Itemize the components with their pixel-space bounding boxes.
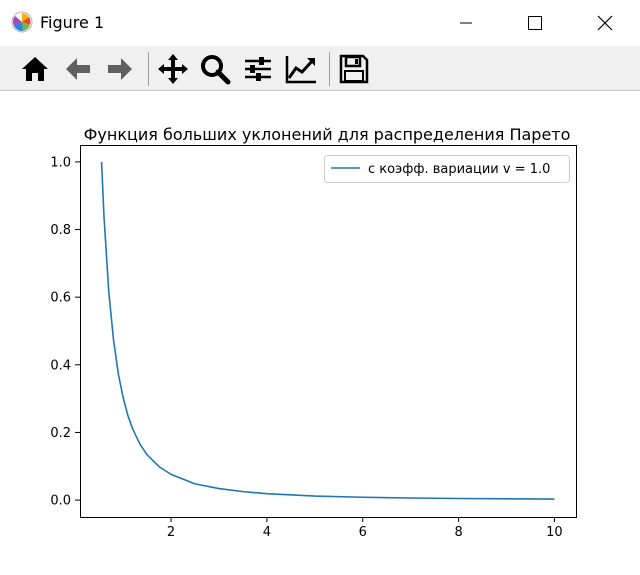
x-tick-label: 4 [263, 525, 271, 540]
legend-label: с коэфф. вариации v = 1.0 [368, 162, 550, 177]
close-button[interactable] [582, 0, 628, 46]
configure-subplots-icon [245, 57, 271, 81]
window-title: Figure 1 [40, 13, 105, 32]
maximize-icon [528, 16, 542, 30]
minimize-button[interactable] [443, 0, 489, 46]
zoom-icon [201, 55, 231, 85]
back-button[interactable] [61, 52, 95, 86]
series-layer [100, 161, 555, 500]
series-line [100, 161, 555, 500]
navigation-toolbar [0, 46, 640, 91]
plot-area [80, 145, 577, 518]
y-tick-label: 0.6 [50, 291, 71, 306]
y-tick-label: 1.0 [50, 155, 71, 170]
configure-subplots-button[interactable] [241, 52, 275, 86]
x-tick-label: 8 [454, 525, 462, 540]
line-chart: Функция больших уклонений для распределе… [50, 125, 577, 540]
x-tick-label: 6 [359, 525, 367, 540]
toolbar-separator [329, 52, 330, 86]
back-icon [66, 58, 90, 80]
chart-title: Функция больших уклонений для распределе… [84, 125, 571, 144]
close-icon [597, 15, 613, 31]
figure-canvas[interactable]: Функция больших уклонений для распределе… [0, 91, 640, 571]
zoom-button[interactable] [198, 52, 232, 86]
home-icon [22, 57, 48, 81]
y-axis: 0.0 0.2 0.4 0.6 0.8 1.0 [50, 155, 80, 509]
edit-axis-icon [285, 56, 316, 84]
y-tick-label: 0.2 [50, 426, 71, 441]
y-tick-label: 0.4 [50, 358, 71, 373]
forward-icon [108, 58, 132, 80]
forward-button[interactable] [103, 52, 137, 86]
toolbar-separator [148, 52, 149, 86]
matplotlib-logo-icon [11, 11, 33, 33]
save-icon [339, 54, 369, 84]
x-tick-label: 10 [546, 525, 563, 540]
home-button[interactable] [18, 52, 52, 86]
pan-button[interactable] [156, 52, 190, 86]
title-bar: Figure 1 [0, 0, 640, 46]
edit-axis-button[interactable] [284, 52, 318, 86]
x-axis: 2 4 6 8 10 [167, 517, 563, 540]
x-tick-label: 2 [167, 525, 175, 540]
legend: с коэфф. вариации v = 1.0 [324, 155, 570, 183]
legend-box [324, 155, 570, 183]
pan-icon [158, 54, 188, 84]
maximize-button[interactable] [512, 0, 558, 46]
save-button[interactable] [337, 52, 371, 86]
y-tick-label: 0.0 [50, 494, 71, 509]
minimize-icon [460, 22, 472, 24]
y-tick-label: 0.8 [50, 223, 71, 238]
